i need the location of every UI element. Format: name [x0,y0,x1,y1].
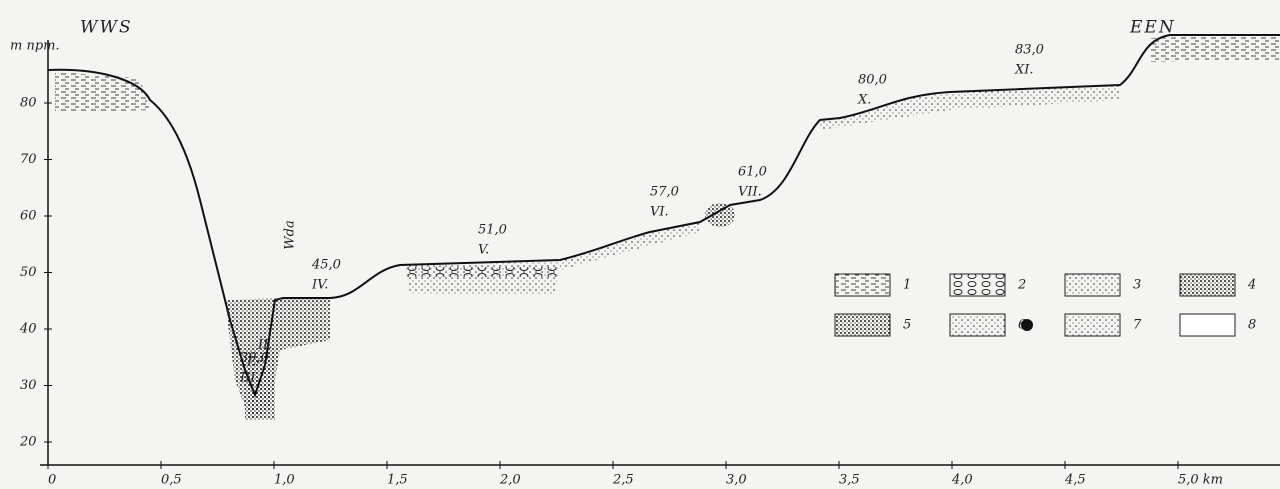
legend-swatch [950,274,1005,296]
legend-swatch [835,314,890,336]
terrace-height: 57,0 [650,185,679,200]
x-tick-label: 4,5 [1064,473,1086,488]
x-tick-label: 0,5 [161,473,182,488]
legend-icon [1021,319,1033,331]
y-tick-label: 40 [19,322,37,337]
legend-label: 5 [903,318,911,333]
legend-label: 3 [1133,278,1141,293]
y-axis-label: m npm. [10,39,60,54]
legend-swatch [1065,314,1120,336]
terrace-height: 51,0 [478,223,507,238]
terrace-level: VII. [738,185,762,200]
x-tick-label: 2,0 [499,473,521,488]
y-tick-label: 30 [20,378,37,393]
legend-label: 4 [1247,278,1256,293]
legend-label: 2 [1017,278,1026,293]
x-tick-label: 4,0 [951,473,973,488]
y-tick-label: 50 [20,265,37,280]
terrace-level: IV. [311,278,328,293]
x-tick-label: 5,0 km [1178,473,1223,488]
legend-swatch [950,314,1005,336]
legend-swatch [835,274,890,296]
x-tick-label: 0 [48,473,56,488]
terrace-height: 61,0 [738,165,767,180]
x-tick-label: 1,5 [387,473,408,488]
terrace-height: 45,0 [311,258,341,273]
legend-label: 7 [1133,318,1142,333]
terrace-level: V. [478,243,489,258]
legend-swatch [1180,274,1235,296]
x-tick-label: 1,0 [274,473,295,488]
terrace-level: III. [239,371,260,386]
terrace-height: 39,0 [240,351,269,366]
terrace-level: VI. [650,205,669,220]
terrace-height: 80,0 [858,73,887,88]
y-tick-label: 20 [19,435,37,450]
y-tick-label: 70 [20,152,37,167]
legend-swatch [1180,314,1235,336]
legend-label: 1 [903,278,911,293]
east-label: EEN [1129,18,1176,38]
terrace-level: X. [857,93,871,108]
legend-label: 8 [1248,318,1256,333]
west-label: WWS [80,18,133,38]
terrace-level: XI. [1014,63,1034,78]
x-tick-label: 3,5 [839,473,860,488]
x-tick-label: 3,0 [726,473,747,488]
y-tick-label: 60 [20,209,37,224]
cross-section: WWS EEN m npm. Wda 20 30 40 50 60 70 80 0 0,5 1,0… [0,0,1280,489]
river-label: Wda [283,220,298,249]
x-tick-label: 2,5 [612,473,634,488]
y-tick-label: 80 [20,96,37,111]
legend-swatch [1065,274,1120,296]
terrace-height: 83,0 [1015,43,1044,58]
